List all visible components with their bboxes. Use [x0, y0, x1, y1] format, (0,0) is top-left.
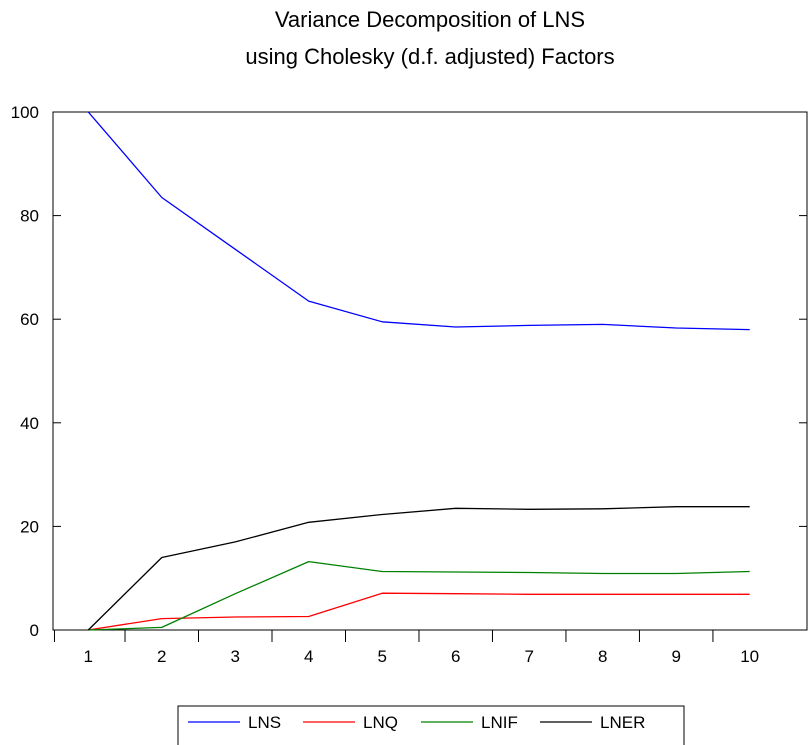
x-tick-label: 4	[304, 647, 313, 666]
y-tick-label: 80	[20, 207, 39, 226]
legend-label-lnif: LNIF	[481, 713, 518, 732]
y-tick-label: 0	[30, 621, 39, 640]
x-tick-label: 5	[377, 647, 386, 666]
chart-title: Variance Decomposition of LNS	[275, 7, 585, 32]
series-lines	[87, 111, 750, 631]
y-tick-label: 100	[11, 103, 39, 122]
legend-label-lner: LNER	[600, 713, 645, 732]
legend-label-lns: LNS	[248, 713, 281, 732]
x-tick-label: 9	[671, 647, 680, 666]
y-axis: 0 20 40 60 80 100	[11, 103, 807, 640]
x-tick-label: 6	[451, 647, 460, 666]
chart-subtitle: using Cholesky (d.f. adjusted) Factors	[245, 44, 614, 69]
series-line-lnq	[88, 592, 750, 631]
y-tick-label: 60	[20, 310, 39, 329]
y-tick-label: 40	[20, 414, 39, 433]
legend-box	[177, 705, 685, 745]
legend: LNS LNQ LNIF LNER	[188, 713, 645, 732]
x-tick-label: 7	[524, 647, 533, 666]
x-axis: 1 2 3 4 5 6 7 8 9 10	[53, 630, 759, 666]
legend-label-lnq: LNQ	[363, 713, 398, 732]
x-tick-label: 3	[231, 647, 240, 666]
x-tick-label: 2	[157, 647, 166, 666]
y-tick-label: 20	[20, 517, 39, 536]
x-tick-label: 1	[84, 647, 93, 666]
plot-frame	[52, 111, 808, 631]
series-line-lnif	[88, 560, 750, 631]
series-line-lns	[87, 111, 750, 331]
x-tick-label: 10	[740, 647, 759, 666]
series-line-lner	[87, 506, 750, 631]
x-tick-label: 8	[598, 647, 607, 666]
